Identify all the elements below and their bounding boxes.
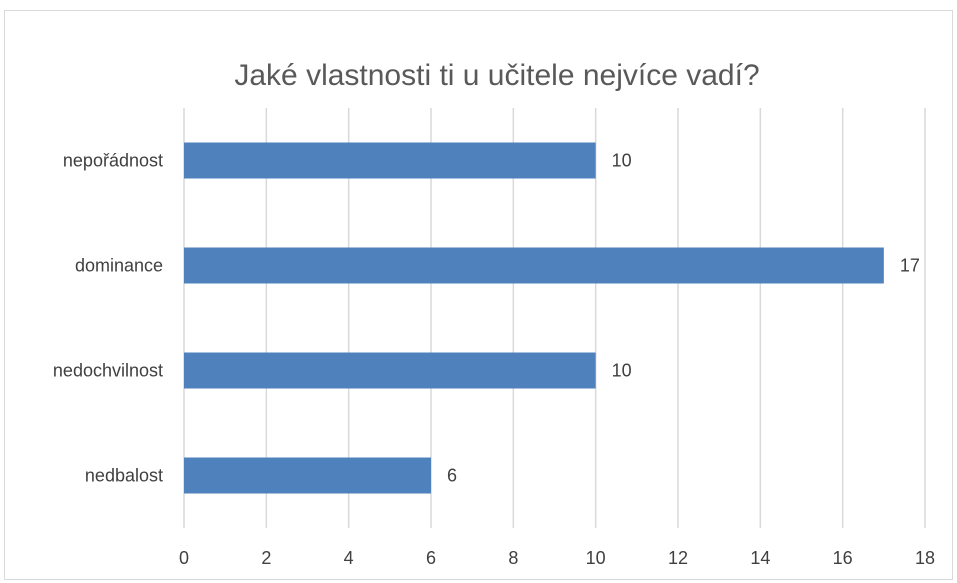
x-tick-label: 12 [668, 548, 688, 568]
x-axis: 0 2 4 6 8 10 12 14 16 18 [179, 548, 935, 568]
x-tick-label: 8 [508, 548, 518, 568]
bar [184, 352, 596, 389]
data-label: 10 [612, 361, 632, 381]
x-tick-label: 0 [179, 548, 189, 568]
x-tick-label: 6 [426, 548, 436, 568]
chart-frame [4, 10, 953, 580]
chart-title: Jaké vlastnosti ti u učitele nejvíce vad… [234, 59, 759, 92]
x-tick-label: 14 [750, 548, 770, 568]
bar [184, 142, 596, 179]
bar [184, 457, 431, 494]
bar [184, 247, 884, 284]
category-label: nepořádnost [63, 151, 163, 171]
data-label: 17 [900, 256, 920, 276]
data-label: 10 [612, 151, 632, 171]
category-axis: nepořádnost dominance nedochvilnost nedbalo… [53, 151, 163, 486]
x-tick-label: 4 [344, 548, 354, 568]
x-tick-label: 16 [833, 548, 853, 568]
x-tick-label: 10 [586, 548, 606, 568]
bars [184, 142, 884, 494]
x-tick-label: 18 [915, 548, 935, 568]
data-label: 6 [447, 466, 457, 486]
category-label: nedbalost [85, 466, 163, 486]
x-tick-label: 2 [261, 548, 271, 568]
data-labels: 10 17 10 6 [447, 151, 920, 486]
category-label: dominance [75, 256, 163, 276]
category-label: nedochvilnost [53, 361, 163, 381]
